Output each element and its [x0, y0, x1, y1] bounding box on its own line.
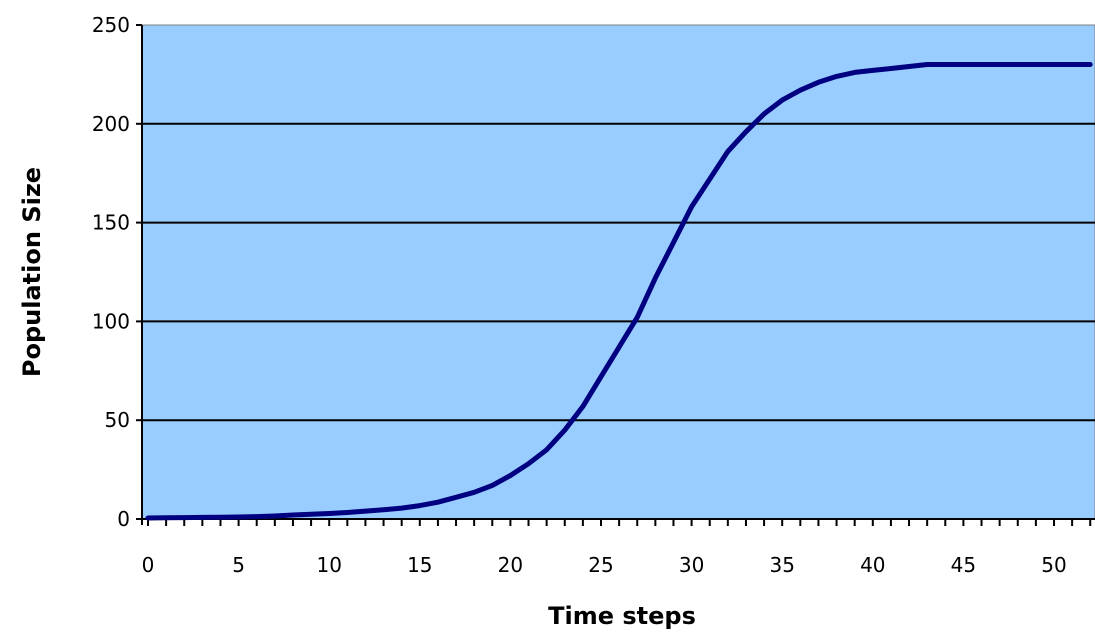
- x-tick-label-40: 40: [860, 553, 885, 577]
- axes: [136, 24, 1095, 526]
- x-tick-label-45: 45: [951, 553, 976, 577]
- y-tick-label-200: 200: [92, 112, 130, 136]
- y-tick-label-100: 100: [92, 309, 130, 333]
- y-tick-label-250: 250: [92, 13, 130, 37]
- x-tick-label-25: 25: [588, 553, 613, 577]
- series-group: [145, 62, 1093, 521]
- x-tick-label-35: 35: [769, 553, 794, 577]
- plot-area: [141, 24, 1095, 520]
- x-tick-label-15: 15: [407, 553, 432, 577]
- grid-lines: [142, 122, 1095, 422]
- x-tick-label-50: 50: [1041, 553, 1066, 577]
- x-tick-label-20: 20: [498, 553, 523, 577]
- x-tick-labels: 0 5 10 15 20 25 30 35 40 45 50: [142, 553, 1067, 577]
- y-tick-label-0: 0: [117, 507, 130, 531]
- y-axis-title: Population Size: [18, 167, 46, 377]
- y-tick-label-50: 50: [105, 408, 130, 432]
- x-tick-label-30: 30: [679, 553, 704, 577]
- x-tick-label-5: 5: [232, 553, 245, 577]
- y-tick-labels: 0 50 100 150 200 250: [92, 13, 130, 531]
- x-tick-label-10: 10: [316, 553, 341, 577]
- series-line-0: [145, 62, 1093, 521]
- y-tick-label-150: 150: [92, 211, 130, 235]
- x-axis-title: Time steps: [548, 602, 696, 630]
- x-tick-label-0: 0: [142, 553, 155, 577]
